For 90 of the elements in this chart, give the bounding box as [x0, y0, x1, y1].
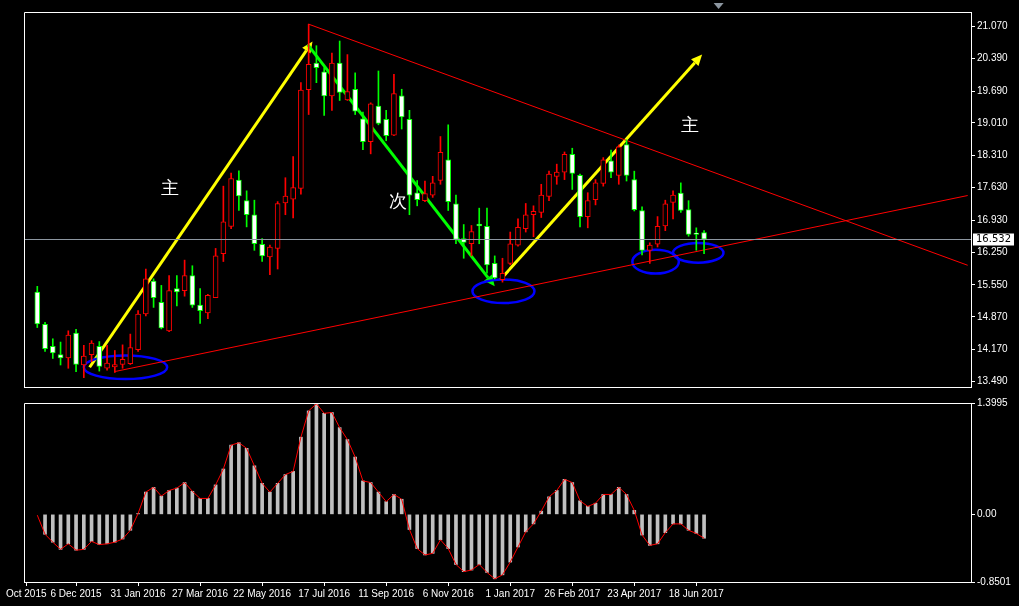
x-tick-label: 6 Nov 2016 [422, 587, 475, 599]
y-tick-label: 16.930 [977, 214, 1009, 226]
bar [477, 514, 482, 565]
y-tick-label: 13.490 [977, 375, 1009, 387]
x-tick-label: Oct 2015 [5, 587, 47, 599]
ref-line-label: 16.532 [976, 233, 1011, 245]
bar [167, 490, 171, 515]
bar [206, 498, 210, 515]
bar [260, 483, 264, 515]
annotation: 主 [161, 177, 180, 199]
bar [81, 514, 86, 550]
annotation: 次 [388, 190, 407, 212]
bar [268, 491, 272, 515]
bar [237, 442, 241, 515]
y-tick-label: 21.070 [977, 20, 1009, 32]
bar [353, 456, 357, 515]
bar [392, 494, 396, 515]
candlestick [646, 242, 653, 264]
bar [647, 514, 652, 546]
x-tick-label: 17 Jul 2016 [298, 587, 351, 599]
y-tick-label: 1.3995 [977, 396, 1009, 408]
bar [508, 514, 513, 563]
y-tick-label: 20.390 [977, 52, 1009, 64]
bar [446, 514, 451, 549]
bar [144, 491, 148, 515]
x-tick-label: 6 Dec 2015 [50, 587, 103, 599]
y-tick-label: 16.250 [977, 245, 1009, 257]
bar [523, 514, 528, 533]
bar [175, 487, 179, 515]
bar [368, 482, 373, 515]
bar [461, 514, 466, 572]
x-tick-label: 22 May 2016 [233, 587, 292, 599]
bar [43, 514, 47, 535]
bar [74, 514, 78, 551]
y-tick-label: 19.690 [977, 84, 1009, 96]
bar [299, 436, 303, 515]
bar [198, 498, 202, 515]
x-tick-label: 23 Apr 2017 [607, 587, 662, 599]
y-tick-label: 19.010 [977, 116, 1009, 128]
candlestick [290, 156, 296, 219]
candlestick [104, 345, 110, 371]
bar [570, 482, 575, 515]
bar [609, 494, 613, 515]
bar [601, 494, 606, 515]
y-tick-label: 18.310 [977, 149, 1009, 161]
x-tick-label: 1 Jan 2017 [485, 587, 536, 599]
bar [485, 514, 489, 573]
y-tick-label: 14.170 [977, 343, 1009, 355]
bar [229, 444, 233, 515]
bar [516, 514, 520, 548]
annotation: 主 [681, 114, 700, 136]
y-tick-label: 14.870 [977, 310, 1009, 322]
candlestick [693, 227, 700, 251]
candlestick [197, 288, 203, 324]
x-tick-label: 18 Jun 2017 [668, 587, 725, 599]
bar [105, 514, 109, 545]
bar [384, 501, 389, 515]
bar [50, 514, 55, 543]
bar [585, 506, 590, 515]
bar [492, 514, 497, 580]
bar [663, 514, 668, 533]
bar [291, 471, 295, 515]
y-tick-label: 15.550 [977, 278, 1009, 290]
y-tick-label: -0.8501 [977, 575, 1012, 587]
bar [97, 514, 102, 545]
bar [415, 514, 420, 549]
y-tick-label: 0.00 [977, 508, 997, 520]
bar [454, 514, 458, 565]
x-tick-label: 31 Jan 2016 [110, 587, 167, 599]
bar [361, 480, 365, 515]
bar [547, 496, 551, 515]
bar [671, 514, 675, 525]
bar [112, 514, 117, 543]
bar [678, 514, 683, 525]
bar [322, 412, 326, 515]
bar [430, 514, 435, 554]
bar [694, 514, 699, 534]
x-tick-label: 26 Feb 2017 [544, 587, 601, 599]
bar [616, 486, 621, 515]
y-tick-label: 17.630 [977, 181, 1009, 193]
bar [578, 500, 582, 515]
x-tick-label: 27 Mar 2016 [172, 587, 229, 599]
candlestick [553, 163, 560, 185]
bar [330, 412, 334, 515]
candlestick [174, 275, 180, 307]
bar [66, 514, 71, 545]
bar [423, 514, 427, 556]
bar [702, 514, 706, 539]
x-tick-label: 11 Sep 2016 [358, 587, 415, 599]
bar [554, 490, 559, 515]
